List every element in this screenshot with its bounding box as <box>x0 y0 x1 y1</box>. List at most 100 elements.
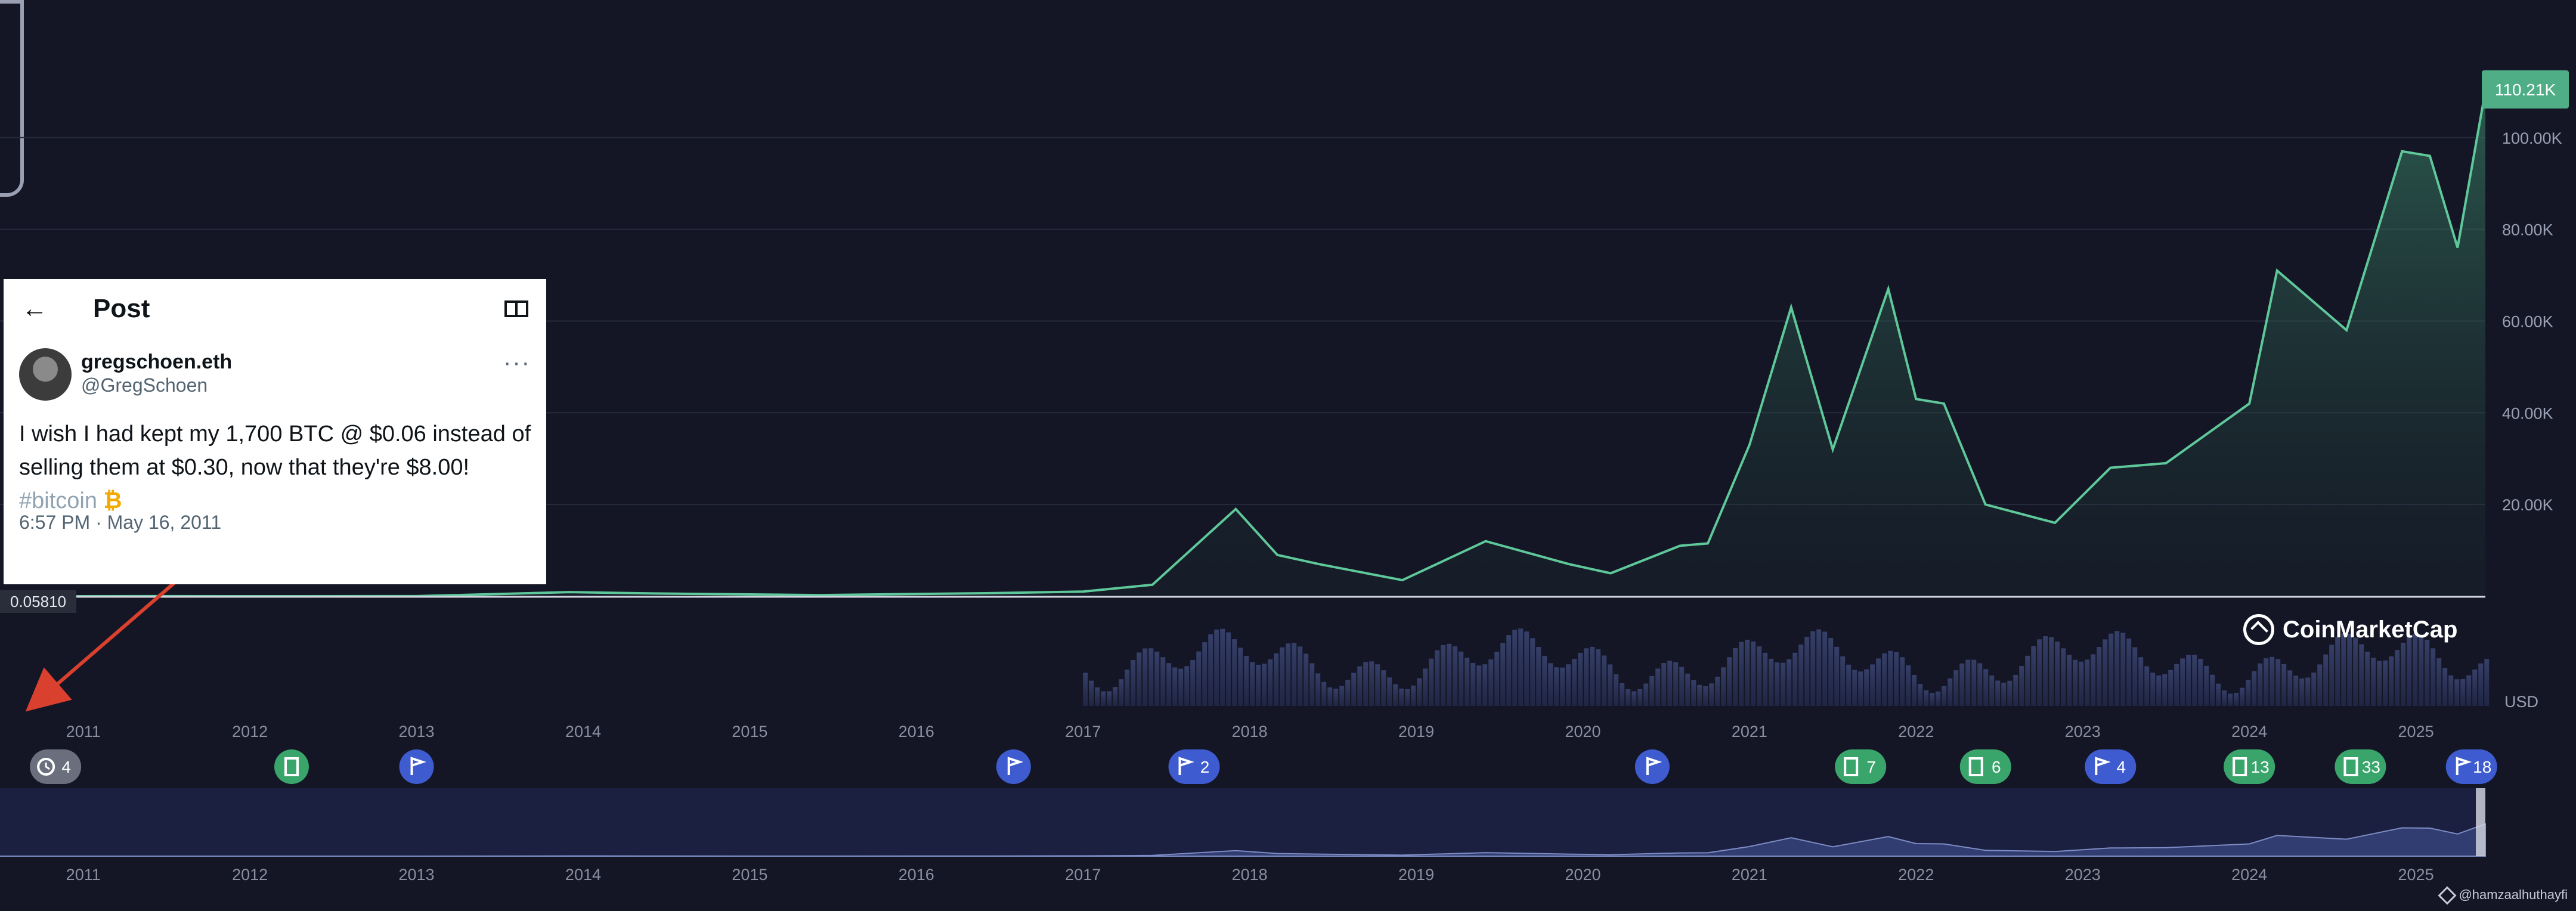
flag-event-marker[interactable]: 18 <box>2445 749 2497 784</box>
volume-bar <box>1184 666 1190 706</box>
back-arrow-icon[interactable]: ← <box>21 294 48 323</box>
flag-event-marker[interactable] <box>1634 749 1670 784</box>
x-tick-label: 2018 <box>1232 723 1268 740</box>
bitcoin-emoji-icon: ₿ <box>103 488 122 513</box>
volume-bar <box>2365 652 2370 706</box>
volume-bar <box>1620 683 1625 706</box>
volume-bar <box>1572 658 1577 706</box>
volume-bar <box>1494 652 1500 706</box>
volume-bar <box>2138 657 2144 706</box>
volume-bar <box>2436 658 2442 706</box>
author-name[interactable]: gregschoen.eth <box>81 351 233 373</box>
volume-bar <box>2264 658 2269 706</box>
volume-bar <box>1429 658 1434 706</box>
volume-bar <box>2186 655 2191 706</box>
volume-bar <box>1435 650 1440 706</box>
volume-bar <box>1751 641 1756 706</box>
volume-bar <box>1381 670 1386 706</box>
volume-bar <box>1643 683 1649 706</box>
more-options-icon[interactable]: ··· <box>503 349 531 376</box>
doc-event-marker[interactable]: 33 <box>2334 749 2386 784</box>
price-area-fill <box>0 91 2485 596</box>
doc-event-marker[interactable]: 13 <box>2224 749 2275 784</box>
tweet-timestamp[interactable]: 6:57 PM · May 16, 2011 <box>19 512 222 533</box>
volume-bar <box>1804 637 1810 706</box>
volume-bar <box>1733 648 1738 706</box>
doc-event-marker[interactable]: 7 <box>1835 749 1887 784</box>
flag-event-marker[interactable]: 4 <box>2085 749 2137 784</box>
volume-bar <box>1852 670 1857 706</box>
price-series-line <box>0 90 2487 598</box>
volume-bar <box>1137 652 1142 706</box>
navigator-tick-label: 2020 <box>1565 866 1600 884</box>
volume-bar <box>2043 636 2048 706</box>
author-handle[interactable]: @GregSchoen <box>81 374 208 396</box>
volume-bar <box>2466 675 2472 706</box>
volume-bar <box>1661 663 1667 706</box>
flag-event-marker[interactable]: 2 <box>1168 749 1220 784</box>
volume-bar <box>2019 665 2024 706</box>
volume-bar <box>1834 646 1840 706</box>
volume-bar <box>1697 684 1702 706</box>
navigator-tick-label: 2013 <box>399 866 435 884</box>
current-price-label: 110.21K <box>2495 80 2556 99</box>
volume-bar <box>2067 655 2072 706</box>
volume-bar <box>2085 659 2090 706</box>
hashtag-link[interactable]: #bitcoin <box>19 488 97 513</box>
navigator[interactable]: 2011 2012 2013 2014 2015 2016 2017 2018 2019 2020… <box>0 788 2486 884</box>
volume-bar <box>2216 683 2221 706</box>
volume-bar <box>1554 667 1559 706</box>
volume-bar <box>1131 660 1136 706</box>
volume-bar <box>2144 666 2150 706</box>
volume-bar <box>1900 657 1905 706</box>
clock-event-marker[interactable]: 4 <box>30 749 82 784</box>
volume-bar <box>2389 656 2394 706</box>
volume-bar <box>1608 664 1613 706</box>
volume-bar <box>1208 634 1213 706</box>
volume-bar <box>1125 670 1130 706</box>
doc-event-marker[interactable] <box>274 749 309 784</box>
volume-bar <box>1286 643 1291 706</box>
volume-bar <box>2001 683 2007 706</box>
volume-bar <box>1178 668 1184 706</box>
volume-bar <box>1268 659 1273 706</box>
navigator-handle[interactable] <box>2476 788 2485 856</box>
volume-bar <box>1703 686 1708 706</box>
y-tick-label: 40.00K <box>2502 404 2553 422</box>
volume-bar <box>2037 639 2042 706</box>
event-markers[interactable]: 4 2 7 6 4 13 33 18 <box>30 749 2497 784</box>
volume-bar <box>1637 689 1643 706</box>
x-tick-label: 2022 <box>1898 723 1934 740</box>
volume-bar <box>1721 667 1726 706</box>
volume-bar <box>1196 651 1202 706</box>
volume-bar <box>1649 675 1655 706</box>
volume-bar <box>1423 668 1428 706</box>
volume-bar <box>2353 637 2358 706</box>
document-icon <box>2343 757 2358 776</box>
volume-bar <box>1673 662 1679 706</box>
avatar[interactable] <box>19 348 72 401</box>
volume-bar <box>2204 665 2209 706</box>
reader-mode-icon[interactable] <box>504 300 528 317</box>
volume-bar <box>1309 663 1315 706</box>
volume-bar <box>1882 653 1887 706</box>
y-tick-label: 80.00K <box>2502 221 2553 239</box>
volume-bar <box>1715 677 1720 706</box>
event-count-label: 7 <box>1866 758 1876 776</box>
volume-bar <box>1566 664 1571 706</box>
volume-bar <box>1906 665 1911 706</box>
volume-bar <box>1399 688 1404 706</box>
volume-bar <box>1095 687 1100 706</box>
volume-bar <box>1172 667 1178 706</box>
flag-event-marker[interactable] <box>996 749 1031 784</box>
volume-bar <box>2448 675 2454 706</box>
watermark-text: @hamzaalhuthayfi <box>2459 887 2568 902</box>
flag-event-marker[interactable] <box>399 749 434 784</box>
doc-event-marker[interactable]: 6 <box>1959 749 2011 784</box>
volume-bar <box>2258 663 2263 706</box>
volume-bar <box>1089 680 1094 706</box>
volume-bar <box>2055 642 2060 706</box>
navigator-series <box>0 823 2486 857</box>
navigator-tick-label: 2023 <box>2065 866 2101 884</box>
